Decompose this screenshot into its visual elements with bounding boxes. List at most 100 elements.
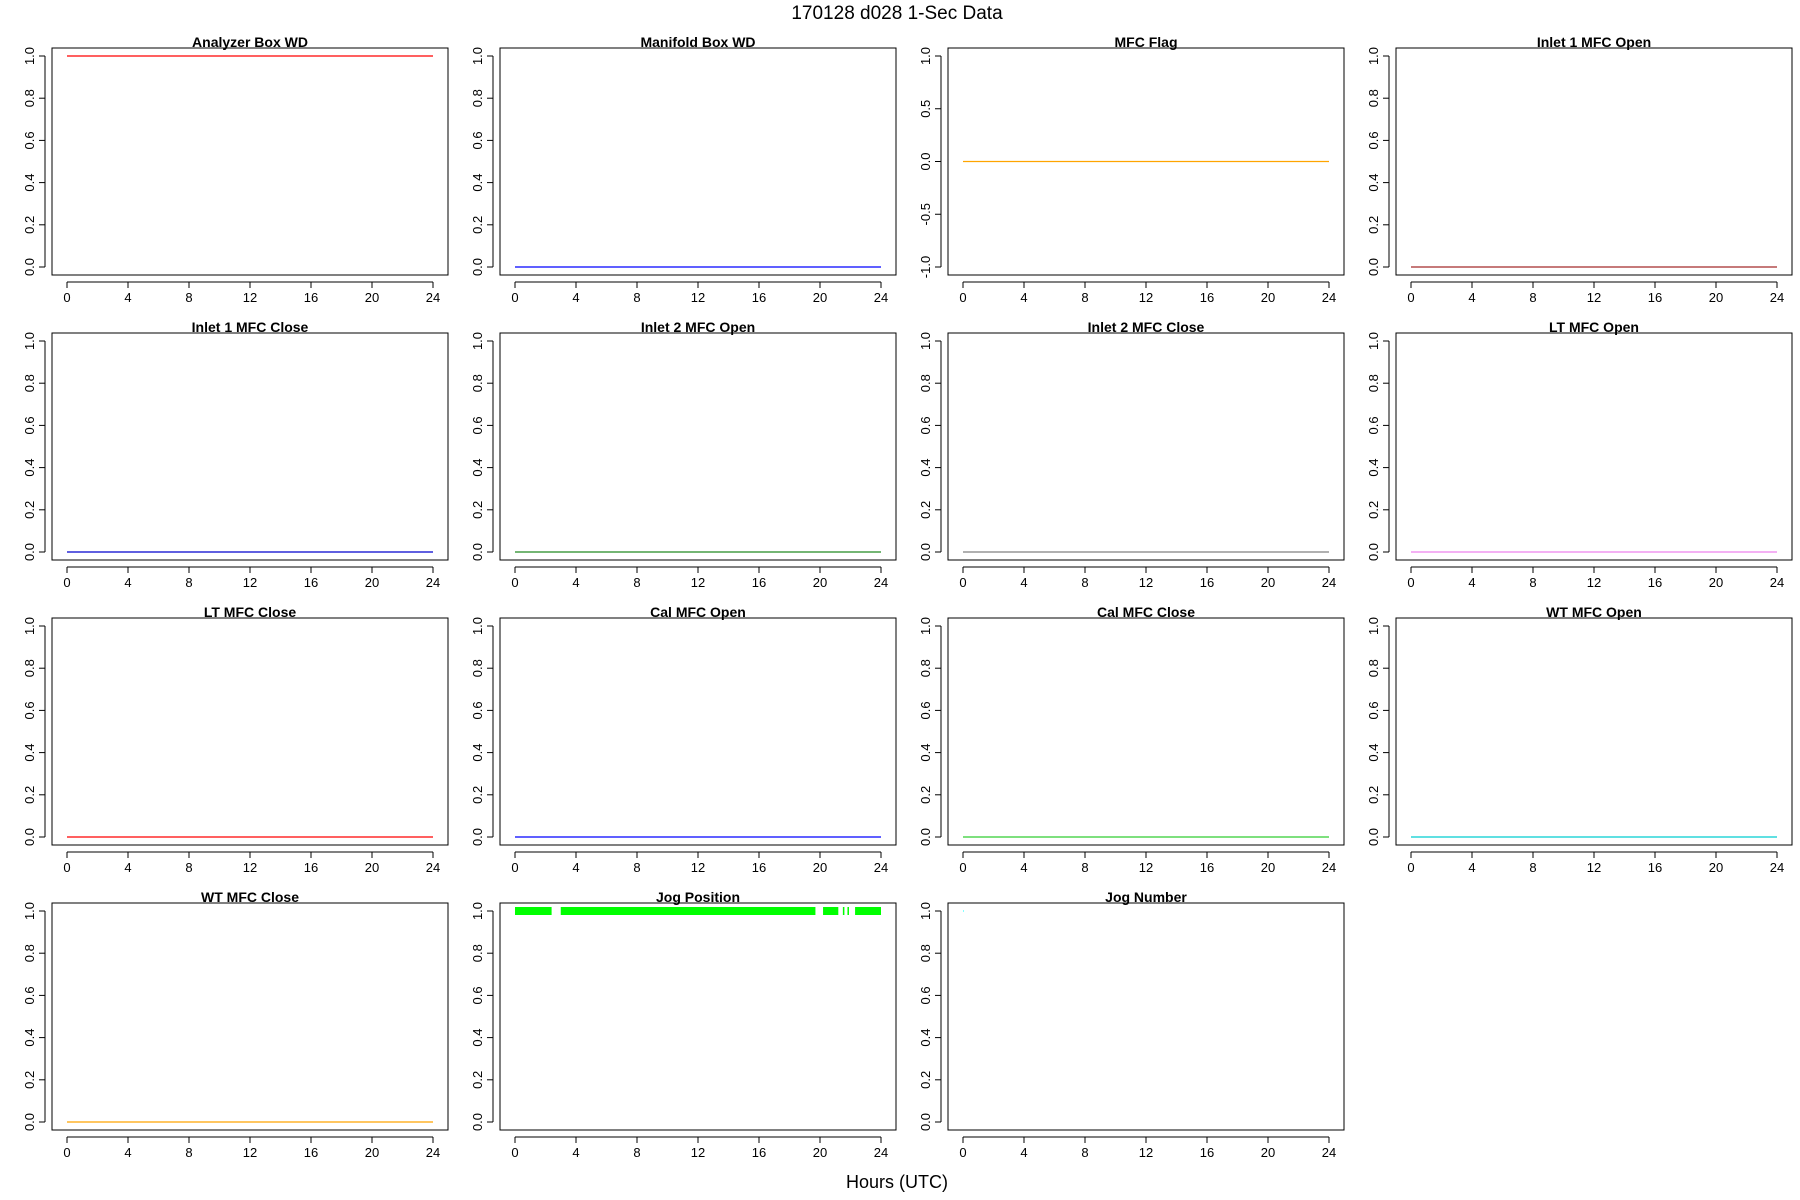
x-tick-label: 16 xyxy=(304,1145,318,1160)
x-axis-title: Hours (UTC) xyxy=(846,1172,948,1192)
y-tick-label: 0.0 xyxy=(918,828,933,846)
x-tick-label: 20 xyxy=(1261,290,1275,305)
x-tick-label: 24 xyxy=(426,860,440,875)
y-tick-label: 0.2 xyxy=(918,501,933,519)
y-tick-label: 0.2 xyxy=(470,216,485,234)
y-tick-label: 0.4 xyxy=(918,1029,933,1047)
y-tick-label: 0.6 xyxy=(22,131,37,149)
y-tick-label: -1.0 xyxy=(918,256,933,278)
y-tick-label: 1.0 xyxy=(918,902,933,920)
x-tick-label: 20 xyxy=(813,575,827,590)
y-tick-label: 1.0 xyxy=(918,617,933,635)
y-tick-label: 1.0 xyxy=(470,332,485,350)
x-tick-label: 24 xyxy=(426,290,440,305)
y-tick-label: 0.6 xyxy=(470,986,485,1004)
y-tick-label: 0.8 xyxy=(470,659,485,677)
y-tick-label: 0.2 xyxy=(22,1071,37,1089)
plot-frame xyxy=(51,902,449,1131)
y-tick-label: 0.2 xyxy=(1366,786,1381,804)
panel-4: Inlet 1 MFC Open 0 4 8 12 16 20 24 0.0 0.2 0.4 0.6 0… xyxy=(1366,34,1793,305)
x-tick-label: 8 xyxy=(633,860,640,875)
x-tick-label: 4 xyxy=(124,1145,131,1160)
x-tick-label: 20 xyxy=(1709,860,1723,875)
x-tick-label: 16 xyxy=(1648,290,1662,305)
panel-15: Jog Number 0 4 8 12 16 20 24 0.0 0.2 0.4 0.6 0.8 1.0 xyxy=(918,889,1345,1160)
x-tick-label: 20 xyxy=(365,1145,379,1160)
panel-1: Analyzer Box WD 0 4 8 12 16 20 24 0.0 0.2 0.4 0.6 0.… xyxy=(22,34,449,305)
y-tick-label: 0.8 xyxy=(1366,374,1381,392)
y-tick-label: 0.4 xyxy=(470,1029,485,1047)
x-tick-label: 4 xyxy=(572,575,579,590)
y-tick-label: 0.0 xyxy=(918,543,933,561)
y-tick-label: 0.2 xyxy=(470,786,485,804)
plot-frame xyxy=(947,902,1345,1131)
panel-9: LT MFC Close 0 4 8 12 16 20 24 0.0 0.2 0.4 0.6 0.8 1.… xyxy=(22,604,449,875)
x-tick-label: 8 xyxy=(185,290,192,305)
x-tick-label: 16 xyxy=(1200,290,1214,305)
x-tick-label: 8 xyxy=(185,1145,192,1160)
x-tick-label: 8 xyxy=(1081,575,1088,590)
y-tick-label: 0.4 xyxy=(22,1029,37,1047)
plot-frame xyxy=(51,617,449,846)
y-tick-label: 0.6 xyxy=(1366,416,1381,434)
y-tick-label: 0.2 xyxy=(470,501,485,519)
panel-11: Cal MFC Close 0 4 8 12 16 20 24 0.0 0.2 0.4 0.6 0.8 1… xyxy=(918,604,1345,875)
x-tick-label: 4 xyxy=(572,860,579,875)
x-tick-label: 0 xyxy=(511,860,518,875)
y-tick-label: 0.0 xyxy=(470,828,485,846)
data-bar xyxy=(823,907,839,915)
x-tick-label: 4 xyxy=(1468,290,1475,305)
x-tick-label: 0 xyxy=(959,290,966,305)
y-tick-label: 0.4 xyxy=(470,459,485,477)
y-tick-label: 1.0 xyxy=(918,332,933,350)
y-tick-label: 0.2 xyxy=(22,501,37,519)
x-tick-label: 20 xyxy=(365,575,379,590)
x-tick-label: 16 xyxy=(1648,575,1662,590)
panel-7: Inlet 2 MFC Close 0 4 8 12 16 20 24 0.0 0.2 0.4 0.6… xyxy=(918,319,1345,590)
plot-frame xyxy=(499,902,897,1131)
y-tick-label: 1.0 xyxy=(22,617,37,635)
panel-title: WT MFC Close xyxy=(201,889,299,905)
y-tick-label: 0.8 xyxy=(918,374,933,392)
y-tick-label: 1.0 xyxy=(1366,47,1381,65)
x-tick-label: 20 xyxy=(1709,575,1723,590)
y-tick-label: 1.0 xyxy=(1366,617,1381,635)
x-tick-label: 12 xyxy=(1139,860,1153,875)
y-tick-label: 0.2 xyxy=(918,786,933,804)
y-tick-label: 0.0 xyxy=(1366,258,1381,276)
y-tick-label: 0.2 xyxy=(1366,501,1381,519)
y-tick-label: 1.0 xyxy=(22,47,37,65)
y-tick-label: 1.0 xyxy=(1366,332,1381,350)
y-tick-label: 1.0 xyxy=(22,902,37,920)
panel-title: Inlet 2 MFC Close xyxy=(1088,319,1205,335)
y-tick-label: 0.4 xyxy=(470,744,485,762)
x-tick-label: 24 xyxy=(1770,290,1784,305)
x-tick-label: 4 xyxy=(1020,290,1027,305)
y-tick-label: 0.0 xyxy=(918,152,933,170)
x-tick-label: 8 xyxy=(1529,290,1536,305)
panel-14: Jog Position 0 4 8 12 16 20 24 0.0 0.2 0.4 0.6 0.8 1.… xyxy=(470,889,897,1160)
y-tick-label: 0.0 xyxy=(470,1113,485,1131)
y-tick-label: 0.6 xyxy=(22,986,37,1004)
y-tick-label: 0.4 xyxy=(22,174,37,192)
x-tick-label: 12 xyxy=(691,1145,705,1160)
x-tick-label: 4 xyxy=(124,290,131,305)
y-tick-label: 0.4 xyxy=(918,459,933,477)
panel-3: MFC Flag 0 4 8 12 16 20 24 -1.0 -0.5 0.0 0.5 1.0 xyxy=(918,34,1345,305)
x-tick-label: 20 xyxy=(365,860,379,875)
x-tick-label: 24 xyxy=(1770,860,1784,875)
y-tick-label: 0.0 xyxy=(470,258,485,276)
y-tick-label: 0.5 xyxy=(918,100,933,118)
panel-title: LT MFC Open xyxy=(1549,319,1639,335)
x-tick-label: 4 xyxy=(1020,860,1027,875)
x-tick-label: 8 xyxy=(1081,1145,1088,1160)
x-tick-label: 4 xyxy=(1020,575,1027,590)
x-tick-label: 8 xyxy=(1529,575,1536,590)
x-tick-label: 12 xyxy=(1139,290,1153,305)
x-tick-label: 4 xyxy=(1468,860,1475,875)
x-tick-label: 12 xyxy=(243,860,257,875)
y-tick-label: 0.8 xyxy=(918,659,933,677)
y-tick-label: 0.6 xyxy=(918,416,933,434)
x-tick-label: 8 xyxy=(633,1145,640,1160)
x-tick-label: 8 xyxy=(185,860,192,875)
